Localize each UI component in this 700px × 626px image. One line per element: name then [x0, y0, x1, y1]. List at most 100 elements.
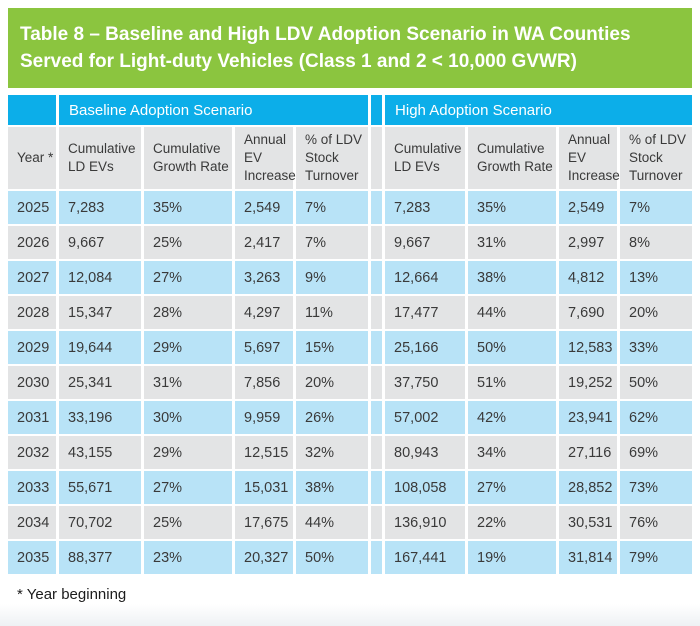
value-cell: 70,702	[59, 506, 141, 539]
spacer-cell	[371, 366, 383, 399]
value-cell: 31%	[468, 226, 557, 259]
value-cell: 69%	[620, 436, 693, 469]
value-cell: 30%	[144, 401, 232, 434]
value-cell: 4,812	[559, 261, 618, 294]
table-title-banner: Table 8 – Baseline and High LDV Adoption…	[8, 8, 692, 88]
value-cell: 31%	[144, 366, 232, 399]
value-cell: 19,644	[59, 331, 141, 364]
year-cell: 2032	[8, 436, 56, 469]
table-title-line-1: Table 8 – Baseline and High LDV Adoption…	[20, 24, 631, 45]
value-cell: 12,515	[235, 436, 293, 469]
value-cell: 76%	[620, 506, 693, 539]
value-cell: 108,058	[385, 471, 466, 504]
spacer-cell	[371, 296, 383, 329]
value-cell: 17,477	[385, 296, 466, 329]
year-cell: 2028	[8, 296, 56, 329]
column-header-spacer-cell	[371, 127, 383, 189]
value-cell: 4,297	[235, 296, 293, 329]
spacer-cell	[371, 436, 383, 469]
value-cell: 9,667	[59, 226, 141, 259]
value-cell: 28%	[144, 296, 232, 329]
value-cell: 27,116	[559, 436, 618, 469]
spacer-cell	[371, 541, 383, 574]
value-cell: 25,341	[59, 366, 141, 399]
value-cell: 2,549	[559, 191, 618, 224]
value-cell: 33%	[620, 331, 693, 364]
value-cell: 23,941	[559, 401, 618, 434]
table-row: 2035 88,377 23% 20,327 50% 167,441 19% 31,814 79…	[8, 541, 693, 574]
spacer-cell	[371, 401, 383, 434]
value-cell: 12,664	[385, 261, 466, 294]
value-cell: 19,252	[559, 366, 618, 399]
value-cell: 50%	[620, 366, 693, 399]
spacer-cell	[371, 261, 383, 294]
value-cell: 23%	[144, 541, 232, 574]
value-cell: 38%	[468, 261, 557, 294]
value-cell: 9%	[296, 261, 369, 294]
value-cell: 44%	[468, 296, 557, 329]
value-cell: 43,155	[59, 436, 141, 469]
year-cell: 2029	[8, 331, 56, 364]
spacer-cell	[371, 506, 383, 539]
table-row: 2026 9,667 25% 2,417 7% 9,667 31% 2,997 8%	[8, 226, 693, 259]
value-cell: 27%	[144, 261, 232, 294]
value-cell: 3,263	[235, 261, 293, 294]
spacer-cell	[371, 471, 383, 504]
value-cell: 38%	[296, 471, 369, 504]
value-cell: 27%	[144, 471, 232, 504]
table-body: 2025 7,283 35% 2,549 7% 7,283 35% 2,549 7% 2026 9,…	[8, 191, 693, 574]
value-cell: 34%	[468, 436, 557, 469]
column-header-baseline-ldv-stock-turnover: % of LDV Stock Turnover	[296, 127, 369, 189]
value-cell: 7,283	[59, 191, 141, 224]
value-cell: 29%	[144, 331, 232, 364]
table-row: 2028 15,347 28% 4,297 11% 17,477 44% 7,690 20%	[8, 296, 693, 329]
column-header-year: Year *	[8, 127, 56, 189]
value-cell: 25%	[144, 506, 232, 539]
column-header-row: Year * Cumulative LD EVs Cumulative Grow…	[8, 127, 693, 189]
value-cell: 136,910	[385, 506, 466, 539]
value-cell: 7,283	[385, 191, 466, 224]
value-cell: 17,675	[235, 506, 293, 539]
value-cell: 79%	[620, 541, 693, 574]
value-cell: 7,690	[559, 296, 618, 329]
value-cell: 37,750	[385, 366, 466, 399]
value-cell: 27%	[468, 471, 557, 504]
value-cell: 42%	[468, 401, 557, 434]
value-cell: 88,377	[59, 541, 141, 574]
year-cell: 2026	[8, 226, 56, 259]
value-cell: 62%	[620, 401, 693, 434]
value-cell: 35%	[468, 191, 557, 224]
value-cell: 5,697	[235, 331, 293, 364]
table-row: 2027 12,084 27% 3,263 9% 12,664 38% 4,812 13%	[8, 261, 693, 294]
value-cell: 30,531	[559, 506, 618, 539]
spacer-cell	[371, 226, 383, 259]
column-header-high-cumulative-growth-rate: Cumulative Growth Rate	[468, 127, 557, 189]
table-row: 2025 7,283 35% 2,549 7% 7,283 35% 2,549 7%	[8, 191, 693, 224]
column-header-baseline-cumulative-ld-evs: Cumulative LD EVs	[59, 127, 141, 189]
year-cell: 2033	[8, 471, 56, 504]
value-cell: 2,997	[559, 226, 618, 259]
column-header-baseline-cumulative-growth-rate: Cumulative Growth Rate	[144, 127, 232, 189]
spacer-cell	[371, 331, 383, 364]
high-group-header: High Adoption Scenario	[385, 95, 693, 125]
value-cell: 9,959	[235, 401, 293, 434]
value-cell: 2,549	[235, 191, 293, 224]
value-cell: 7%	[296, 191, 369, 224]
value-cell: 7%	[620, 191, 693, 224]
value-cell: 57,002	[385, 401, 466, 434]
value-cell: 7%	[296, 226, 369, 259]
value-cell: 15%	[296, 331, 369, 364]
table-row: 2029 19,644 29% 5,697 15% 25,166 50% 12,583 33%	[8, 331, 693, 364]
value-cell: 55,671	[59, 471, 141, 504]
value-cell: 11%	[296, 296, 369, 329]
year-blank-cell	[8, 95, 56, 125]
value-cell: 20,327	[235, 541, 293, 574]
group-spacer-cell	[371, 95, 383, 125]
value-cell: 50%	[296, 541, 369, 574]
value-cell: 7,856	[235, 366, 293, 399]
value-cell: 33,196	[59, 401, 141, 434]
column-header-high-ldv-stock-turnover: % of LDV Stock Turnover	[620, 127, 693, 189]
value-cell: 26%	[296, 401, 369, 434]
year-cell: 2035	[8, 541, 56, 574]
